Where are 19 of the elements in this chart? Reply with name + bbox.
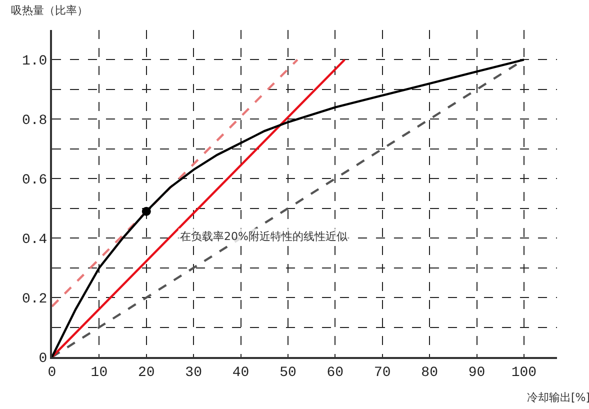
x-axis-title: 冷却输出[%] [527,391,589,404]
x-tick-label: 70 [374,364,391,381]
y-tick-label: 1.0 [22,54,48,70]
y-tick-label: 0 [38,350,48,367]
y-tick-label: 0.8 [22,113,48,130]
x-tick-label: 80 [421,364,438,381]
x-tick-label: 30 [185,364,202,381]
x-tick-label: 40 [232,364,250,381]
x-tick-label: 20 [138,364,155,381]
y-tick-label: 0.6 [22,172,48,189]
x-tick-label: 60 [326,364,344,381]
x-tick-label: 100 [511,364,537,381]
y-axis-title: 吸热量（比率） [11,4,88,17]
annotation: 在负载率20%附近特性的线性近似 [180,230,348,243]
x-tick-label: 50 [280,364,296,381]
x-tick-label: 10 [90,364,108,381]
y-tick-label: 0.2 [22,291,48,308]
y-tick-label: 0.4 [22,232,48,248]
x-tick-label: 90 [468,364,486,381]
